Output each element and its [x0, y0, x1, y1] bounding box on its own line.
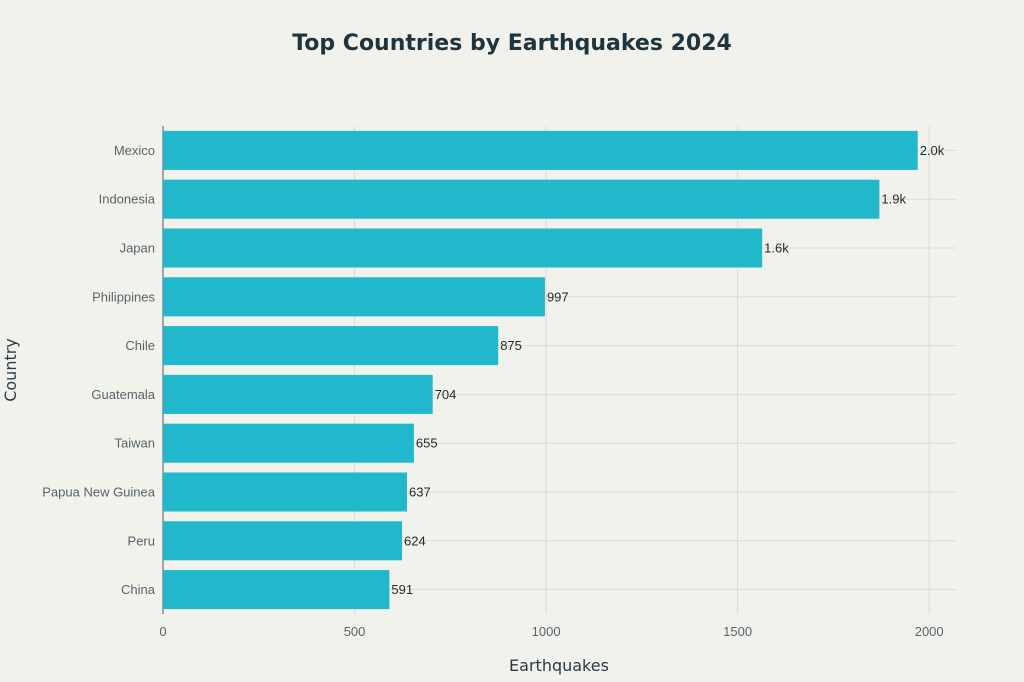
y-tick-label: Philippines — [92, 289, 155, 304]
bars — [163, 130, 918, 610]
chart-title: Top Countries by Earthquakes 2024 — [292, 31, 732, 56]
bar-indonesia[interactable] — [163, 179, 880, 219]
bar-mexico[interactable] — [163, 130, 918, 170]
data-label: 637 — [409, 485, 431, 500]
y-tick-label: Guatemala — [91, 387, 155, 402]
x-tick-label: 1500 — [723, 624, 752, 639]
data-label: 655 — [416, 436, 438, 451]
y-tick-label: Papua New Guinea — [42, 485, 156, 500]
bar-chile[interactable] — [163, 326, 499, 366]
data-label: 591 — [391, 582, 413, 597]
x-tick-label: 2000 — [915, 624, 944, 639]
y-tick-label: China — [121, 582, 156, 597]
bar-peru[interactable] — [163, 521, 403, 561]
y-tick-label: Taiwan — [115, 436, 155, 451]
y-tick-label: Indonesia — [99, 192, 156, 207]
x-axis-title: Earthquakes — [509, 656, 609, 675]
y-tick-label: Chile — [125, 338, 155, 353]
y-tick-label: Mexico — [114, 143, 155, 158]
data-label: 704 — [435, 387, 457, 402]
x-axis-ticks: 0 500 1000 1500 2000 — [159, 624, 943, 639]
bar-japan[interactable] — [163, 228, 763, 268]
y-tick-label: Japan — [120, 241, 155, 256]
y-axis-title: Country — [1, 338, 20, 402]
data-labels: 2.0k 1.9k 1.6k 997 875 704 655 637 624 591 — [391, 143, 944, 597]
data-label: 997 — [547, 289, 569, 304]
x-tick-label: 0 — [159, 624, 166, 639]
bar-china[interactable] — [163, 570, 390, 610]
bar-taiwan[interactable] — [163, 423, 414, 463]
y-tick-label: Peru — [128, 533, 155, 548]
bar-guatemala[interactable] — [163, 374, 433, 414]
data-label: 875 — [500, 338, 522, 353]
data-label: 2.0k — [920, 143, 945, 158]
data-label: 624 — [404, 533, 426, 548]
y-axis-ticks: Mexico Indonesia Japan Philippines Chile Guat… — [42, 143, 156, 597]
x-tick-label: 500 — [344, 624, 366, 639]
data-label: 1.6k — [764, 241, 789, 256]
bar-papua-new-guinea[interactable] — [163, 472, 408, 512]
data-label: 1.9k — [881, 192, 906, 207]
x-tick-label: 1000 — [532, 624, 561, 639]
bar-philippines[interactable] — [163, 277, 545, 317]
